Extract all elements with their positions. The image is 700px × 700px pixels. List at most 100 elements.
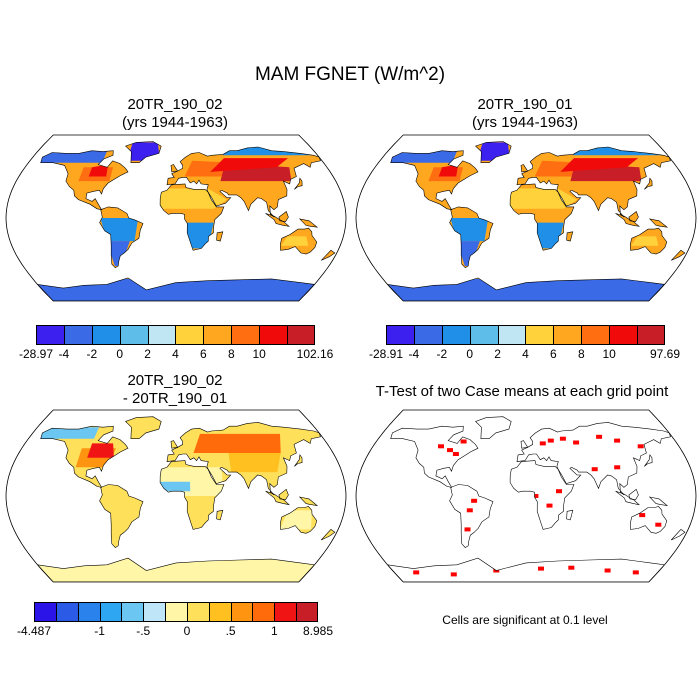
significant-cell bbox=[413, 570, 420, 575]
land-indonesia bbox=[265, 491, 289, 505]
cb3-swatch bbox=[186, 602, 209, 622]
coastline bbox=[170, 440, 179, 449]
coastline bbox=[449, 484, 494, 548]
coastline bbox=[294, 454, 303, 467]
value-region bbox=[438, 164, 459, 177]
value-region bbox=[106, 241, 130, 266]
map-panel-2 bbox=[355, 134, 697, 302]
coastline bbox=[159, 460, 225, 530]
significant-cell bbox=[573, 440, 580, 445]
land-antarctica bbox=[387, 558, 665, 582]
cb2-swatch bbox=[386, 325, 414, 345]
cb1-swatch bbox=[175, 325, 204, 345]
cb3-swatch bbox=[34, 602, 56, 622]
value-region bbox=[185, 222, 214, 249]
coastline bbox=[265, 213, 291, 227]
cb1-swatch bbox=[63, 325, 92, 345]
significant-cell bbox=[559, 436, 566, 441]
value-region bbox=[87, 443, 114, 458]
map-frame bbox=[5, 409, 347, 583]
cb3-swatch bbox=[296, 602, 318, 622]
cb3-label: 0 bbox=[183, 624, 191, 638]
land-madagascar bbox=[216, 510, 223, 520]
coastline bbox=[630, 227, 668, 255]
significant-cell bbox=[464, 527, 471, 532]
land-eurasia bbox=[517, 422, 671, 495]
significant-cell bbox=[466, 508, 473, 513]
coastline bbox=[670, 249, 686, 261]
cb3-swatch bbox=[252, 602, 275, 622]
value-region bbox=[560, 158, 638, 172]
land-nz bbox=[321, 529, 335, 540]
colorbar-1-swatches bbox=[36, 325, 315, 345]
land-uk bbox=[521, 164, 528, 172]
significant-cell bbox=[614, 465, 621, 470]
cb1-swatch bbox=[231, 325, 260, 345]
cb1-swatch bbox=[203, 325, 232, 345]
coastline bbox=[475, 141, 512, 163]
cb3-label: -.5 bbox=[136, 624, 151, 638]
coastline bbox=[280, 506, 318, 534]
cb1-swatch bbox=[91, 325, 120, 345]
cb3-label: -4.487 bbox=[16, 624, 52, 638]
significant-cell bbox=[539, 441, 546, 446]
cb2-swatch bbox=[609, 325, 638, 345]
land-indonesia bbox=[265, 213, 289, 227]
value-region bbox=[280, 236, 309, 246]
land-samerica bbox=[449, 484, 493, 548]
cb1-label: 8 bbox=[227, 347, 235, 361]
cb3-swatch bbox=[99, 602, 122, 622]
coastline bbox=[125, 141, 162, 163]
cb1-swatch bbox=[259, 325, 288, 345]
value-region bbox=[450, 218, 489, 242]
coastline bbox=[630, 506, 668, 534]
coastline bbox=[509, 460, 575, 530]
map2-content bbox=[386, 141, 686, 301]
cb2-label: -4 bbox=[408, 347, 420, 361]
land-borneo bbox=[628, 489, 639, 500]
coastline bbox=[265, 490, 290, 506]
map-panel-3-difference bbox=[5, 409, 347, 583]
coastline bbox=[278, 488, 289, 501]
land-nz bbox=[321, 250, 335, 261]
cb2-swatch bbox=[441, 325, 470, 345]
cb2-label: 0 bbox=[466, 347, 474, 361]
cb3-swatch bbox=[165, 602, 187, 622]
cb2-label: -28.91 bbox=[368, 347, 404, 361]
land-borneo bbox=[278, 211, 289, 222]
coastline bbox=[278, 211, 289, 223]
coastline bbox=[390, 425, 479, 488]
coastline bbox=[166, 146, 321, 218]
coastline bbox=[516, 422, 671, 496]
map-panel-4-ttest bbox=[355, 409, 697, 583]
significant-cell bbox=[639, 513, 646, 518]
cb1-swatch bbox=[119, 325, 148, 345]
significant-cell bbox=[591, 467, 598, 472]
coastline bbox=[566, 231, 574, 242]
cb2-swatch bbox=[525, 325, 554, 345]
land-japan bbox=[644, 454, 653, 467]
cb3-label: -1 bbox=[94, 624, 105, 638]
value-region bbox=[157, 467, 224, 496]
cb3-swatch bbox=[208, 602, 231, 622]
panel-1-title: 20TR_190_02 (yrs 1944-1963) bbox=[60, 96, 290, 132]
panel-3-title-line2: - 20TR_190_01 bbox=[122, 390, 228, 407]
cb3-label: 1 bbox=[270, 624, 278, 638]
significant-cell bbox=[452, 452, 459, 456]
land-newguinea bbox=[299, 218, 318, 228]
coastline bbox=[280, 227, 318, 255]
value-region bbox=[228, 453, 281, 473]
cb1-label: -28.97 bbox=[18, 347, 54, 361]
value-region bbox=[127, 142, 160, 161]
cb3-label: .5 bbox=[225, 624, 236, 638]
value-region bbox=[279, 510, 312, 530]
significant-cell bbox=[637, 444, 644, 449]
map4-content bbox=[386, 416, 686, 582]
panel-3-title: 20TR_190_02 - 20TR_190_01 bbox=[60, 372, 290, 408]
coastline bbox=[644, 454, 653, 467]
value-region bbox=[241, 185, 285, 200]
coastline bbox=[298, 218, 319, 228]
panel-1-title-line1: 20TR_190_02 bbox=[127, 96, 223, 113]
cb1-label: 102.16 bbox=[296, 347, 334, 361]
significant-cell bbox=[532, 494, 539, 498]
